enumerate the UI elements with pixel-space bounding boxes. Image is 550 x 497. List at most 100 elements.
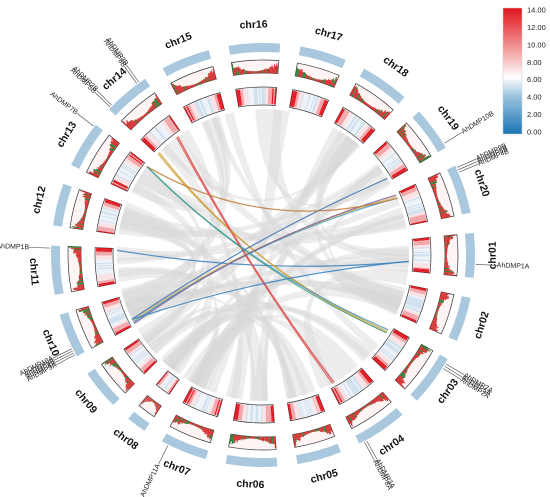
heatmap-cell (128, 344, 142, 355)
histogram-bar (82, 214, 86, 216)
heatmap-cell (136, 353, 150, 365)
histogram-bar (444, 241, 450, 243)
synteny-ribbon (124, 135, 359, 309)
heatmap-cell (146, 134, 159, 148)
histogram-bar (212, 72, 216, 80)
heatmap-cell (160, 122, 171, 137)
histogram-bar (366, 403, 369, 407)
histogram-bar (84, 203, 89, 206)
heatmap-cell (384, 155, 398, 167)
heatmap-cell (99, 220, 116, 225)
histogram-bar (352, 412, 357, 419)
heatmap-cell (318, 99, 326, 116)
histogram-bar (357, 95, 361, 100)
heatmap-cell (157, 371, 168, 385)
heatmap-cell (238, 89, 243, 106)
heatmap-cell (250, 88, 254, 105)
histogram-bar (147, 397, 151, 402)
chromosome-label: chr04 (377, 432, 407, 458)
heatmap-cell (343, 113, 353, 128)
heatmap-cell (338, 110, 348, 125)
heatmap-cell (168, 379, 179, 394)
histogram-bar (367, 403, 370, 406)
histogram-bar (108, 152, 112, 155)
histogram-bar (204, 427, 208, 435)
heatmap-cell (383, 154, 398, 166)
heatmap-cell (413, 252, 430, 255)
heatmap-cell (111, 317, 127, 326)
synteny-ribbon (120, 208, 407, 241)
histogram-bar (366, 104, 369, 107)
histogram-bar (204, 78, 207, 83)
heatmap-cell (200, 99, 208, 116)
histogram-bar (147, 398, 152, 403)
histogram-bar (405, 140, 409, 143)
heatmap-cell (350, 377, 362, 391)
heatmap-cell (409, 214, 426, 220)
histogram-bar (444, 264, 450, 267)
histogram-bar (444, 262, 449, 264)
chromosome-label: chr17 (314, 25, 344, 45)
heatmap-cell (347, 116, 358, 131)
synteny-ribbon (225, 109, 290, 400)
histogram-bar (81, 217, 85, 219)
heatmap-cell (405, 199, 421, 206)
histogram-bar (155, 94, 162, 105)
heatmap-cell (390, 334, 406, 344)
histogram-bar (358, 409, 361, 413)
heatmap-cell (206, 97, 214, 113)
histogram-bar (310, 76, 312, 80)
heatmap-cell (96, 258, 113, 261)
chromosome-label: chr05 (309, 467, 339, 486)
synteny-ribbon (182, 316, 342, 386)
heatmap-cell (339, 384, 349, 400)
histogram-bar (93, 325, 96, 328)
chromosome-band-chr12 (53, 183, 72, 227)
synteny-ribbon (196, 314, 359, 390)
heatmap-cell (312, 97, 319, 113)
heatmap-cell (241, 89, 245, 106)
histogram-bar (108, 153, 112, 156)
histogram-bar (152, 101, 157, 108)
heatmap-cell (357, 371, 369, 386)
heatmap-cell (259, 405, 261, 422)
heatmap-cell (264, 405, 267, 422)
heatmap-cell (184, 388, 194, 403)
heatmap-cell (165, 119, 176, 133)
heatmap-cell (161, 374, 172, 388)
heatmap-cell (310, 96, 317, 112)
histogram-bar (245, 70, 247, 74)
heatmap-cell (167, 378, 178, 393)
histogram-bar (400, 373, 406, 379)
histogram-bar (82, 195, 91, 200)
histogram-bar (370, 401, 374, 405)
histogram-bar (273, 64, 276, 74)
histogram-bar (94, 329, 98, 333)
heatmap-cell (134, 351, 148, 363)
heatmap-cell (133, 350, 147, 362)
heatmap-cell (331, 388, 341, 404)
heatmap-cell (161, 375, 172, 389)
histogram-bar (433, 317, 438, 321)
heatmap-cell (381, 347, 395, 359)
histogram-bar (354, 411, 358, 416)
histogram-bar (316, 428, 318, 432)
histogram-bar (84, 201, 89, 204)
heatmap-cell (413, 262, 430, 265)
histogram-bar (414, 151, 419, 155)
heatmap-cell (143, 137, 156, 150)
heatmap-cell (124, 160, 139, 171)
synteny-ribbon (191, 165, 383, 390)
heatmap-cell (348, 117, 359, 131)
heatmap-cell (247, 405, 250, 422)
heatmap-cell (341, 112, 351, 127)
histogram-bar (178, 417, 183, 425)
histogram-bar (107, 155, 111, 158)
heatmap-cell (311, 96, 318, 113)
chromosome-label: chr06 (236, 478, 265, 492)
heatmap-cell (405, 304, 421, 311)
histogram-bar (438, 207, 444, 210)
heatmap-cell (163, 120, 174, 135)
heatmap-track (94, 86, 432, 424)
histogram-bar (247, 436, 249, 439)
